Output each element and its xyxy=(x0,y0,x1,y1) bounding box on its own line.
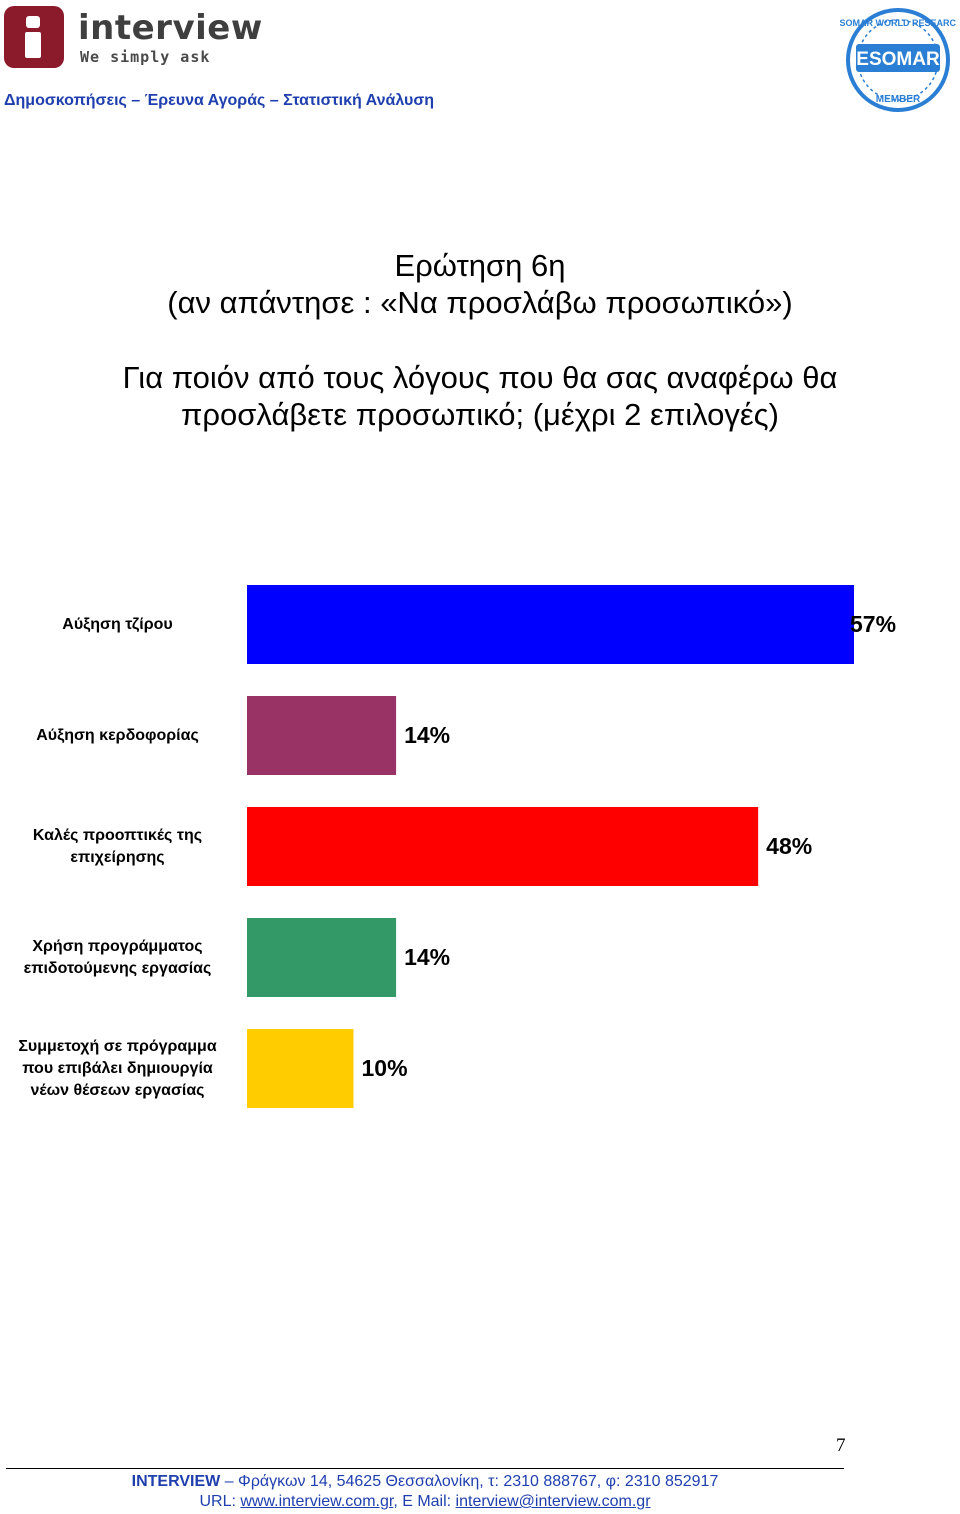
category-label-line: Αύξηση κερδοφορίας xyxy=(36,726,199,744)
svg-text:ESOMAR: ESOMAR xyxy=(856,49,940,70)
bar-chart-plot xyxy=(247,585,854,1108)
footer-email-label: , E Mail: xyxy=(393,1493,456,1510)
esomar-member-seal: ESOMAR ESOMAR WORLD RESEARCH MEMBER xyxy=(833,4,960,116)
category-label-4: Χρήση προγράμματος επιδοτούμενης εργασίας xyxy=(0,936,235,980)
category-label-line: Συμμετοχή σε πρόγραμμα xyxy=(18,1037,217,1055)
question-text-line1: Για ποιόν από τους λόγους που θα σας ανα… xyxy=(122,360,838,395)
category-label-line: Χρήση προγράμματος xyxy=(32,937,203,955)
question-text-line2: προσλάβετε προσωπικό; (μέχρι 2 επιλογές) xyxy=(181,397,779,432)
svg-text:ESOMAR WORLD RESEARCH: ESOMAR WORLD RESEARCH xyxy=(840,18,956,28)
category-label-5: Συμμετοχή σε πρόγραμμα που επιβάλει δημιο… xyxy=(0,1036,235,1102)
footer-url-link[interactable]: www.interview.com.gr xyxy=(240,1493,394,1510)
bar-2 xyxy=(247,696,397,775)
footer-divider xyxy=(6,1468,844,1469)
footer-company: INTERVIEW xyxy=(131,1473,221,1490)
logo-tagline: We simply ask xyxy=(80,48,211,66)
footer-address: INTERVIEW – Φράγκων 14, 54625 Θεσσαλονίκ… xyxy=(0,1473,850,1491)
category-label-line: νέων θέσεων εργασίας xyxy=(30,1081,205,1099)
bar-1 xyxy=(247,585,854,664)
question-condition: (αν απάντησε : «Να προσλάβω προσωπικό») xyxy=(167,285,793,320)
company-subheader: Δημοσκοπήσεις – Έρευνα Αγοράς – Στατιστι… xyxy=(4,92,435,109)
bar-3 xyxy=(247,807,759,886)
category-label-2: Αύξηση κερδοφορίας xyxy=(0,725,235,747)
footer-address-text: – Φράγκων 14, 54625 Θεσσαλονίκη, τ: 2310… xyxy=(220,1473,719,1490)
interview-logo: interview We simply ask xyxy=(4,6,262,70)
bar-value-label-1: 57% xyxy=(850,610,897,637)
footer-email-link[interactable]: interview@interview.com.gr xyxy=(455,1493,651,1510)
question-title: Ερώτηση 6η xyxy=(394,248,566,283)
category-label-line: επιδοτούμενης εργασίας xyxy=(23,959,212,977)
category-label-line: επιχείρησης xyxy=(70,848,165,866)
category-label-1: Αύξηση τζίρου xyxy=(0,614,235,636)
bar-value-label-5: 10% xyxy=(361,1054,408,1081)
bar-value-label-2: 14% xyxy=(404,721,451,748)
bar-value-label-3: 48% xyxy=(766,832,813,859)
category-label-line: Καλές προοπτικές της xyxy=(32,826,203,844)
footer-url-label: URL: xyxy=(199,1493,241,1510)
category-label-line: που επιβάλει δημιουργία xyxy=(22,1059,213,1077)
bar-value-label-4: 14% xyxy=(404,943,451,970)
footer-contact: URL: www.interview.com.gr, E Mail: inter… xyxy=(0,1493,850,1511)
svg-text:MEMBER: MEMBER xyxy=(876,94,921,105)
bar-5 xyxy=(247,1029,354,1108)
logo-wordmark: interview xyxy=(78,8,263,48)
page-number: 7 xyxy=(836,1435,846,1456)
info-icon xyxy=(4,6,64,68)
bar-chart: 57% Αύξηση τζίρου 14% Αύξηση κερδοφορίας 48%… xyxy=(0,560,960,1140)
category-label-3: Καλές προοπτικές της επιχείρησης xyxy=(0,825,235,869)
category-label-line: Αύξηση τζίρου xyxy=(62,615,173,633)
bar-4 xyxy=(247,918,397,997)
